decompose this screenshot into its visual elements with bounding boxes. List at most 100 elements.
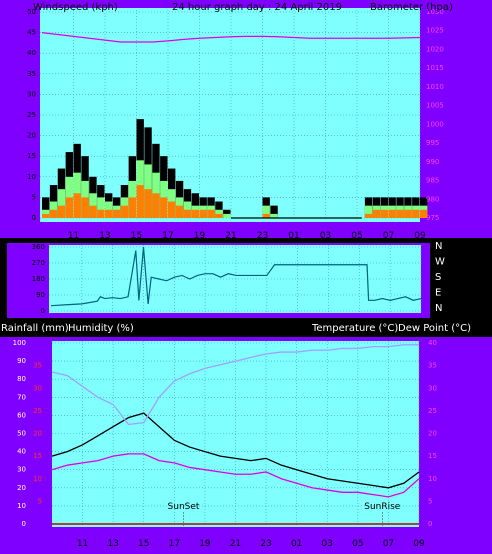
x-tick-label: 01 [288, 231, 299, 241]
x-tick-label: 11 [68, 231, 79, 241]
x-tick-label: 21 [230, 539, 241, 549]
wind-bar [97, 209, 105, 218]
temp-y-tick: 25 [428, 407, 437, 415]
wind-bar [199, 209, 207, 218]
compass-label: E [435, 288, 441, 299]
x-tick-label: 19 [199, 539, 211, 549]
compass-label: S [435, 272, 441, 283]
grid [40, 10, 422, 527]
x-tick-label: 09 [413, 539, 425, 549]
series-line-1 [51, 453, 420, 498]
wind-bar [412, 209, 420, 218]
x-tick-label: 13 [107, 539, 118, 549]
gap-bar-1 [0, 238, 492, 243]
wind-bar [270, 205, 278, 218]
humidity-y-tick: 0 [22, 520, 26, 528]
barometer-y-tick: 1015 [426, 64, 444, 72]
wind-chart [41, 31, 428, 219]
rain-y-tick: 15 [33, 452, 42, 460]
wind-bar [175, 205, 184, 218]
wind-bar [128, 197, 136, 218]
wind-bar [183, 209, 192, 218]
wind-bar [42, 197, 50, 218]
wind-bar [364, 213, 373, 218]
humidity-y-tick: 10 [17, 502, 26, 510]
wind-bar [420, 209, 428, 218]
humidity-y-tick: 70 [17, 393, 26, 401]
compass-label: W [435, 257, 445, 268]
temp-y-tick: 20 [428, 430, 437, 438]
wind-bar [388, 209, 396, 218]
wind-bar [270, 213, 278, 218]
wind-bar [89, 205, 97, 218]
humidity-label: Humidity (%) [68, 323, 134, 334]
x-tick-label: 09 [414, 231, 426, 241]
x-tick-label: 19 [194, 231, 206, 241]
wind-bar [42, 213, 50, 218]
wind-y-tick: 30 [27, 90, 36, 98]
wind-bar [97, 197, 105, 218]
temp-y-tick: 0 [428, 520, 432, 528]
barometer-y-tick: 985 [426, 177, 439, 185]
wind-bar [152, 193, 160, 218]
wind-bar [380, 209, 388, 218]
rain-y-tick: 30 [33, 384, 42, 392]
wind-bar [262, 205, 270, 218]
wind-bar [364, 205, 373, 218]
barometer-y-tick: 1005 [426, 102, 444, 110]
x-tick-label: 15 [131, 231, 142, 241]
barometer-y-tick: 1025 [426, 27, 444, 35]
temp-y-tick: 15 [428, 452, 437, 460]
x-tick-label: 21 [225, 231, 236, 241]
barometer-y-tick: 1000 [426, 120, 444, 128]
rain-y-tick: 25 [33, 407, 42, 415]
wind-y-tick: 10 [27, 173, 36, 181]
temp-y-tick: 40 [428, 339, 437, 347]
windspeed-label: Windspeed (kph) [33, 2, 118, 13]
wind-bar [215, 213, 223, 218]
x-tick-label: 07 [383, 231, 394, 241]
wind-y-tick: 25 [27, 111, 36, 119]
wind-y-tick: 0 [32, 214, 36, 222]
barometer-y-tick: 1020 [426, 45, 444, 53]
x-tick-label: 17 [162, 231, 173, 241]
rain-y-tick: 35 [33, 362, 42, 370]
temp-y-tick: 5 [428, 497, 432, 505]
x-tick-label: 15 [138, 539, 149, 549]
x-tick-label: 01 [291, 539, 302, 549]
compass-label: N [435, 303, 442, 314]
humidity-y-tick: 60 [17, 411, 26, 419]
temp-y-tick: 35 [428, 362, 437, 370]
humidity-y-tick: 40 [17, 448, 26, 456]
wind-bar [57, 189, 66, 218]
direction-y-tick: 0 [41, 307, 45, 315]
x-tick-label: 11 [77, 539, 88, 549]
rain-y-tick: 20 [33, 430, 42, 438]
x-tick-label: 23 [260, 539, 271, 549]
wind-bar [396, 209, 404, 218]
wind-y-tick: 40 [27, 49, 36, 57]
wind-bar [120, 205, 129, 218]
wind-bar [144, 189, 152, 218]
x-tick-label: 05 [351, 231, 362, 241]
x-tick-label: 17 [169, 539, 180, 549]
temperature-label: Temperature (°C) [311, 323, 398, 334]
direction-chart [50, 246, 422, 307]
wind-bar [223, 213, 231, 218]
wind-bar [372, 209, 381, 218]
wind-y-tick: 20 [27, 132, 36, 140]
sun-label: SunRise [364, 502, 401, 512]
humidity-y-tick: 100 [13, 339, 26, 347]
wind-bar [112, 209, 121, 218]
humidity-y-tick: 50 [17, 430, 26, 438]
rainfall-label: Rainfall (mm) [1, 323, 69, 334]
barometer-label: Barometer (hpa) [370, 2, 453, 13]
x-tick-label: 23 [257, 231, 268, 241]
wind-bar [404, 209, 412, 218]
barometer-line [41, 31, 421, 43]
sun-label: SunSet [168, 502, 200, 512]
wind-bar [57, 205, 66, 218]
wind-bar [262, 213, 270, 218]
direction-y-tick: 360 [32, 243, 45, 251]
